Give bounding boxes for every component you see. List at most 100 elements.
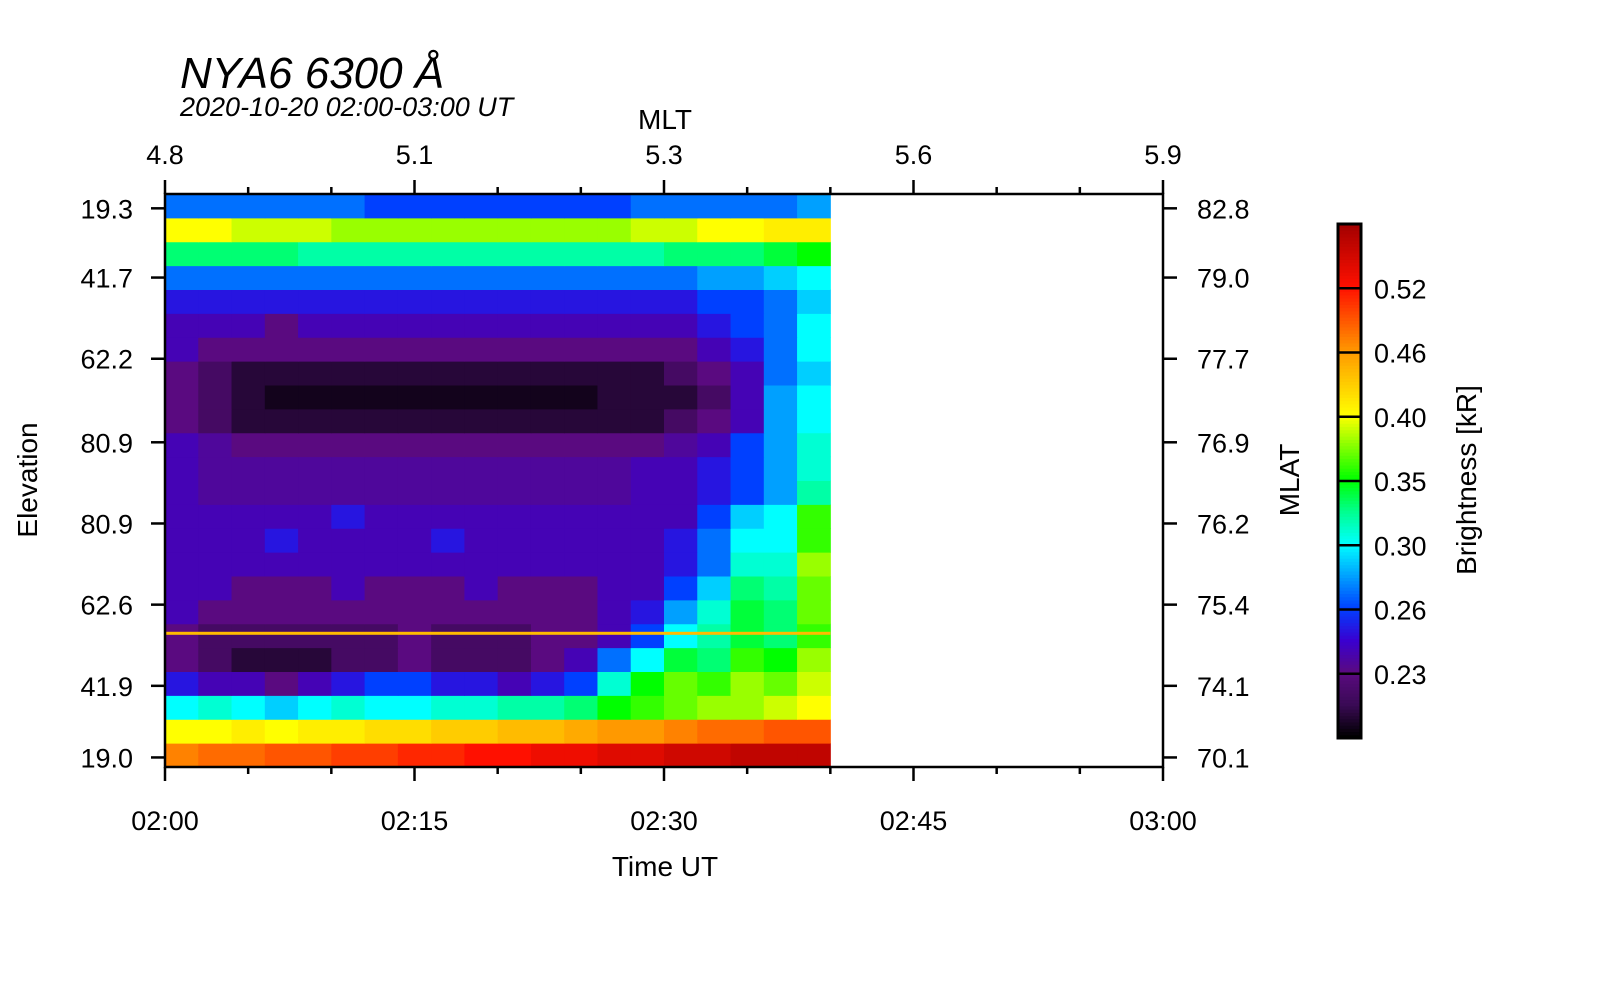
heatmap-cell — [697, 695, 732, 720]
colorbar-segment — [1338, 416, 1361, 421]
heatmap-cell — [264, 194, 299, 219]
heatmap-cell — [763, 623, 798, 649]
heatmap-cell — [165, 217, 199, 243]
heatmap-cell — [264, 576, 299, 601]
heatmap-cell — [464, 456, 499, 481]
heatmap-cell — [763, 289, 798, 314]
colorbar-segment — [1338, 542, 1361, 546]
heatmap-cell — [664, 385, 698, 410]
colorbar-segment — [1338, 288, 1361, 293]
heatmap-cell — [397, 480, 432, 505]
heatmap-cell — [231, 480, 266, 505]
heatmap-cell — [530, 361, 565, 386]
heatmap-cell — [497, 456, 532, 481]
colorbar-segment — [1338, 307, 1361, 312]
heatmap-cell — [697, 241, 732, 267]
colorbar-segment — [1338, 516, 1361, 521]
heatmap-cell — [797, 743, 831, 768]
heatmap-cell — [530, 671, 565, 696]
heatmap-cell — [231, 313, 266, 338]
colorbar-segment — [1338, 320, 1361, 325]
heatmap-cell — [664, 265, 698, 290]
colorbar-segment — [1338, 236, 1361, 241]
heatmap-cell — [165, 647, 199, 672]
heatmap-cell — [464, 552, 499, 577]
colorbar-segment — [1338, 432, 1361, 437]
heatmap-cell — [530, 241, 565, 267]
y-tick-label: 80.9 — [80, 509, 133, 539]
heatmap-cell — [497, 623, 532, 649]
heatmap-cell — [431, 743, 465, 768]
heatmap-cell — [564, 217, 598, 243]
colorbar-segment — [1338, 429, 1361, 434]
heatmap-cell — [298, 265, 332, 290]
colorbar-segment — [1338, 484, 1361, 489]
y-tick-label: 62.6 — [80, 591, 133, 621]
heatmap-cell — [231, 217, 266, 243]
heatmap-cell — [364, 528, 399, 553]
heatmap-cell — [431, 576, 465, 601]
heatmap-cell — [397, 361, 432, 386]
heatmap-cell — [264, 337, 299, 362]
heatmap-cell — [364, 576, 399, 601]
heatmap-cell — [264, 743, 299, 768]
heatmap-cell — [298, 552, 332, 577]
heatmap-cell — [231, 241, 266, 267]
heatmap-cell — [165, 743, 199, 768]
colorbar-segment — [1338, 455, 1361, 460]
colorbar-segment — [1338, 721, 1361, 726]
colorbar-segment — [1338, 686, 1361, 691]
heatmap-cell — [697, 647, 732, 672]
colorbar-segment — [1338, 490, 1361, 495]
colorbar-segment — [1338, 689, 1361, 694]
heatmap-cell — [797, 599, 831, 625]
colorbar-segment — [1338, 599, 1361, 604]
heatmap-cell — [597, 456, 632, 481]
heatmap-cell — [497, 552, 532, 577]
heatmap-cell — [264, 313, 299, 338]
heatmap-cell — [530, 743, 565, 768]
colorbar-segment — [1338, 452, 1361, 456]
heatmap-cell — [298, 623, 332, 649]
colorbar-segment — [1338, 718, 1361, 723]
heatmap-cell — [198, 695, 233, 720]
heatmap-cell — [364, 408, 399, 434]
heatmap-cell — [630, 504, 665, 529]
colorbar-segment — [1338, 538, 1361, 543]
y-right-tick-label: 79.0 — [1197, 264, 1250, 294]
heatmap-cell — [198, 552, 233, 577]
heatmap-cell — [497, 289, 532, 314]
heatmap-cell — [597, 241, 632, 267]
colorbar-segment — [1338, 400, 1361, 405]
colorbar-segment — [1338, 548, 1361, 553]
heatmap-cell — [397, 576, 432, 601]
heatmap-cell — [264, 623, 299, 649]
colorbar-segment — [1338, 445, 1361, 450]
heatmap-cell — [298, 576, 332, 601]
heatmap-cell — [763, 265, 798, 290]
colorbar: 0.23 0.26 0.30 0.35 0.40 0.46 0.52 — [1336, 222, 1427, 740]
colorbar-segment — [1338, 281, 1361, 286]
heatmap-cell — [364, 695, 399, 720]
colorbar-tick-label: 0.46 — [1374, 339, 1427, 369]
heatmap-cell — [165, 313, 199, 338]
colorbar-segment — [1338, 587, 1361, 591]
heatmap-cell — [763, 552, 798, 577]
heatmap-cell — [397, 385, 432, 410]
heatmap-cell — [331, 552, 366, 577]
heatmap-cell — [165, 695, 199, 720]
heatmap-cell — [264, 408, 299, 434]
heatmap-cell — [397, 623, 432, 649]
heatmap-cell — [763, 241, 798, 267]
colorbar-segment — [1338, 554, 1361, 559]
colorbar-segment — [1338, 680, 1361, 684]
colorbar-segment — [1338, 522, 1361, 527]
colorbar-segment — [1338, 387, 1361, 392]
heatmap-cell — [797, 241, 831, 267]
heatmap-cell — [697, 671, 732, 696]
heatmap-cell — [364, 194, 399, 219]
heatmap-cell — [597, 743, 632, 768]
heatmap-cell — [231, 695, 266, 720]
heatmap-cell — [697, 313, 732, 338]
heatmap-cell — [397, 599, 432, 625]
